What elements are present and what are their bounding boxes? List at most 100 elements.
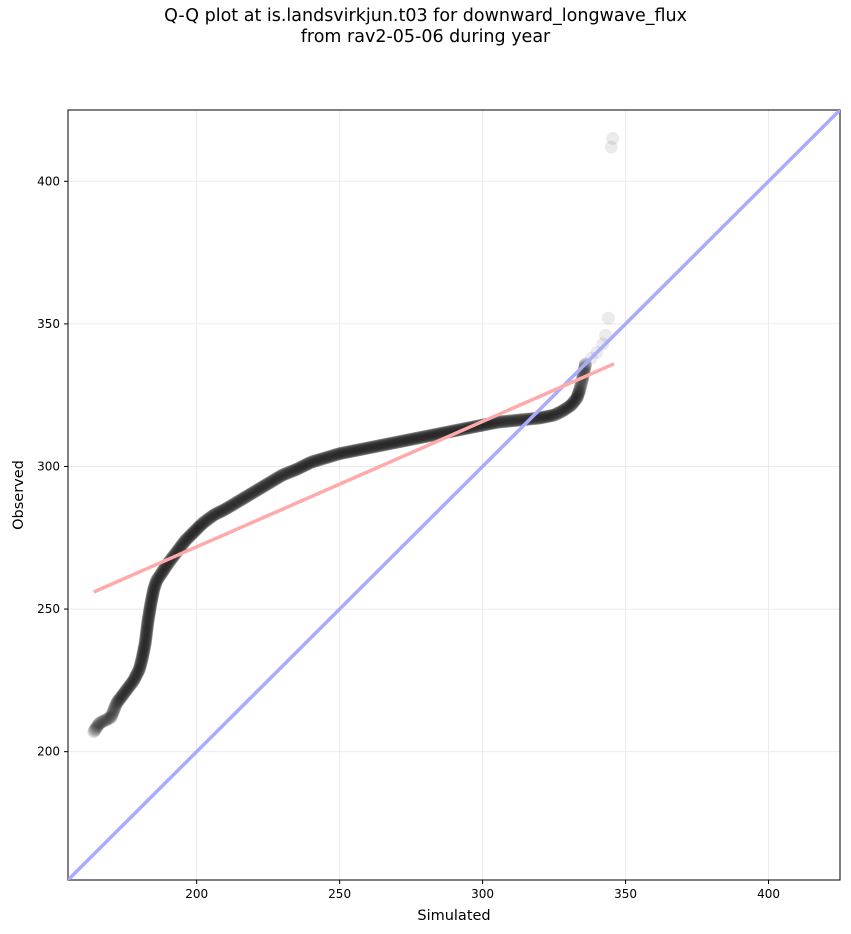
- qq-point: [399, 433, 413, 447]
- qq-point: [191, 520, 205, 534]
- qq-point: [117, 687, 131, 701]
- qq-point: [542, 409, 556, 423]
- qq-point: [341, 445, 355, 459]
- qq-point: [139, 628, 153, 642]
- qq-point: [570, 390, 584, 404]
- qq-point: [269, 472, 283, 486]
- qq-point: [545, 409, 559, 423]
- qq-point: [156, 564, 170, 578]
- qq-point: [569, 393, 583, 407]
- qq-point: [333, 447, 347, 461]
- qq-point: [101, 712, 115, 726]
- qq-point: [213, 505, 227, 519]
- qq-point: [146, 584, 160, 598]
- qq-point: [143, 603, 157, 617]
- qq-point: [251, 483, 265, 497]
- qq-point: [557, 403, 571, 417]
- qq-point: [137, 642, 151, 656]
- qq-point: [134, 656, 148, 670]
- qq-point: [226, 497, 240, 511]
- qq-point: [261, 477, 275, 491]
- qq-point: [316, 452, 330, 466]
- qq-point: [513, 413, 527, 427]
- qq-point: [339, 445, 353, 459]
- qq-point: [138, 636, 152, 650]
- qq-point: [548, 408, 562, 422]
- qq-point: [106, 705, 120, 719]
- qq-point: [369, 439, 383, 453]
- qq-point: [137, 644, 151, 658]
- qq-point: [286, 464, 300, 478]
- qq-point: [139, 632, 153, 646]
- qq-point: [326, 449, 340, 463]
- qq-point: [146, 588, 160, 602]
- qq-point: [546, 408, 560, 422]
- qq-point: [535, 411, 549, 425]
- qq-point: [319, 451, 333, 465]
- qq-point: [424, 428, 438, 442]
- qq-point: [152, 570, 166, 584]
- qq-point: [141, 613, 155, 627]
- qq-point: [415, 430, 429, 444]
- qq-point: [206, 509, 220, 523]
- qq-point: [570, 391, 584, 405]
- qq-point: [141, 611, 155, 625]
- qq-point: [175, 537, 189, 551]
- qq-point: [89, 722, 103, 736]
- qq-point: [247, 485, 261, 499]
- qq-point: [423, 429, 437, 443]
- qq-point: [145, 589, 159, 603]
- qq-point: [407, 432, 421, 446]
- qq-point: [511, 413, 525, 427]
- qq-point: [242, 488, 256, 502]
- plot-frame: [67, 109, 841, 881]
- qq-point: [421, 429, 435, 443]
- qq-point: [143, 604, 157, 618]
- qq-point: [105, 708, 119, 722]
- qq-point: [385, 436, 399, 450]
- qq-point: [416, 430, 430, 444]
- qq-point: [502, 414, 516, 428]
- qq-point: [489, 415, 503, 429]
- qq-point: [291, 462, 305, 476]
- qq-point: [148, 579, 162, 593]
- qq-point: [505, 414, 519, 428]
- qq-point: [496, 415, 510, 429]
- qq-point: [158, 561, 172, 575]
- qq-point: [219, 502, 233, 516]
- qq-point: [147, 583, 161, 597]
- qq-point: [140, 619, 154, 633]
- qq-point: [140, 624, 154, 638]
- qq-point: [334, 446, 348, 460]
- qq-point: [573, 381, 587, 395]
- qq-point: [425, 428, 439, 442]
- qq-point: [277, 468, 291, 482]
- qq-point: [127, 673, 141, 687]
- qq-point: [92, 716, 106, 730]
- qq-point: [495, 415, 509, 429]
- qq-point: [332, 447, 346, 461]
- qq-point: [360, 441, 374, 455]
- qq-point: [372, 439, 386, 453]
- qq-point: [543, 409, 557, 423]
- qq-point: [233, 494, 247, 508]
- qq-point: [564, 398, 578, 412]
- qq-point: [112, 692, 126, 706]
- qq-point: [140, 621, 154, 635]
- qq-point: [330, 447, 344, 461]
- qq-point: [214, 504, 228, 518]
- qq-point: [297, 459, 311, 473]
- qq-point: [146, 585, 160, 599]
- qq-point: [220, 501, 234, 515]
- qq-point: [428, 428, 442, 442]
- qq-point: [191, 521, 205, 535]
- qq-point: [255, 480, 269, 494]
- qq-point: [559, 401, 573, 415]
- qq-point: [140, 618, 154, 632]
- qq-point: [504, 414, 518, 428]
- qq-point: [122, 680, 136, 694]
- qq-point: [144, 595, 158, 609]
- qq-point: [379, 437, 393, 451]
- identity-line: [68, 110, 840, 880]
- qq-point: [318, 451, 332, 465]
